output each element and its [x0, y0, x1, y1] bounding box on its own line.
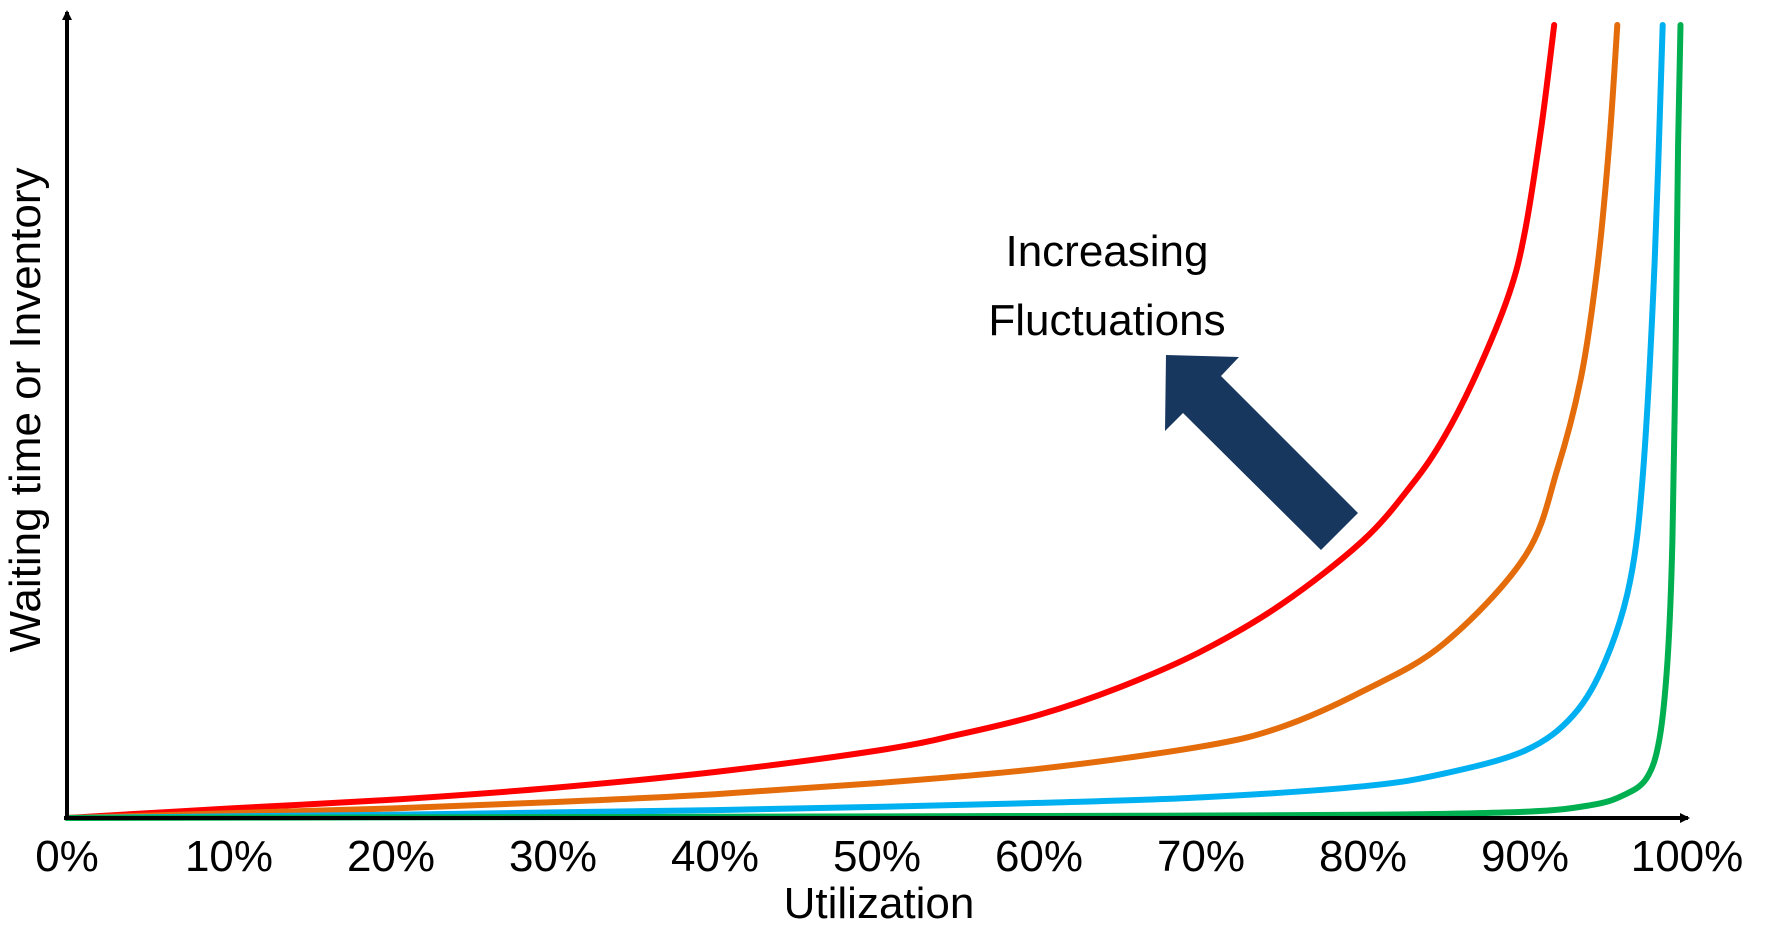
annotation-line-2: Fluctuations: [988, 296, 1225, 345]
series-line-1: [64, 22, 1621, 821]
x-tick-label: 70%: [1157, 832, 1245, 881]
up-left-arrow-icon: [1165, 355, 1358, 550]
x-axis-label: Utilization: [784, 879, 975, 926]
annotation-group: Increasing Fluctuations: [988, 227, 1358, 550]
x-tick-label: 100%: [1631, 832, 1744, 881]
x-tick-label: 50%: [833, 832, 921, 881]
x-tick-label: 30%: [509, 832, 597, 881]
x-tick-label: 10%: [185, 832, 273, 881]
x-tick-label: 80%: [1319, 832, 1407, 881]
series-line-3: [64, 22, 1684, 821]
x-tick-labels: 0% 10% 20% 30% 40% 50% 60% 70% 80% 90% 100%: [35, 832, 1743, 881]
annotation-line-1: Increasing: [1005, 227, 1208, 276]
x-tick-label: 40%: [671, 832, 759, 881]
series-line-0: [64, 22, 1558, 821]
x-tick-label: 0%: [35, 832, 99, 881]
x-tick-label: 90%: [1481, 832, 1569, 881]
x-tick-label: 20%: [347, 832, 435, 881]
x-tick-label: 60%: [995, 832, 1083, 881]
y-axis-label: Waiting time or Inventory: [1, 168, 50, 653]
series-layer: [64, 22, 1684, 821]
series-line-2: [64, 22, 1666, 821]
